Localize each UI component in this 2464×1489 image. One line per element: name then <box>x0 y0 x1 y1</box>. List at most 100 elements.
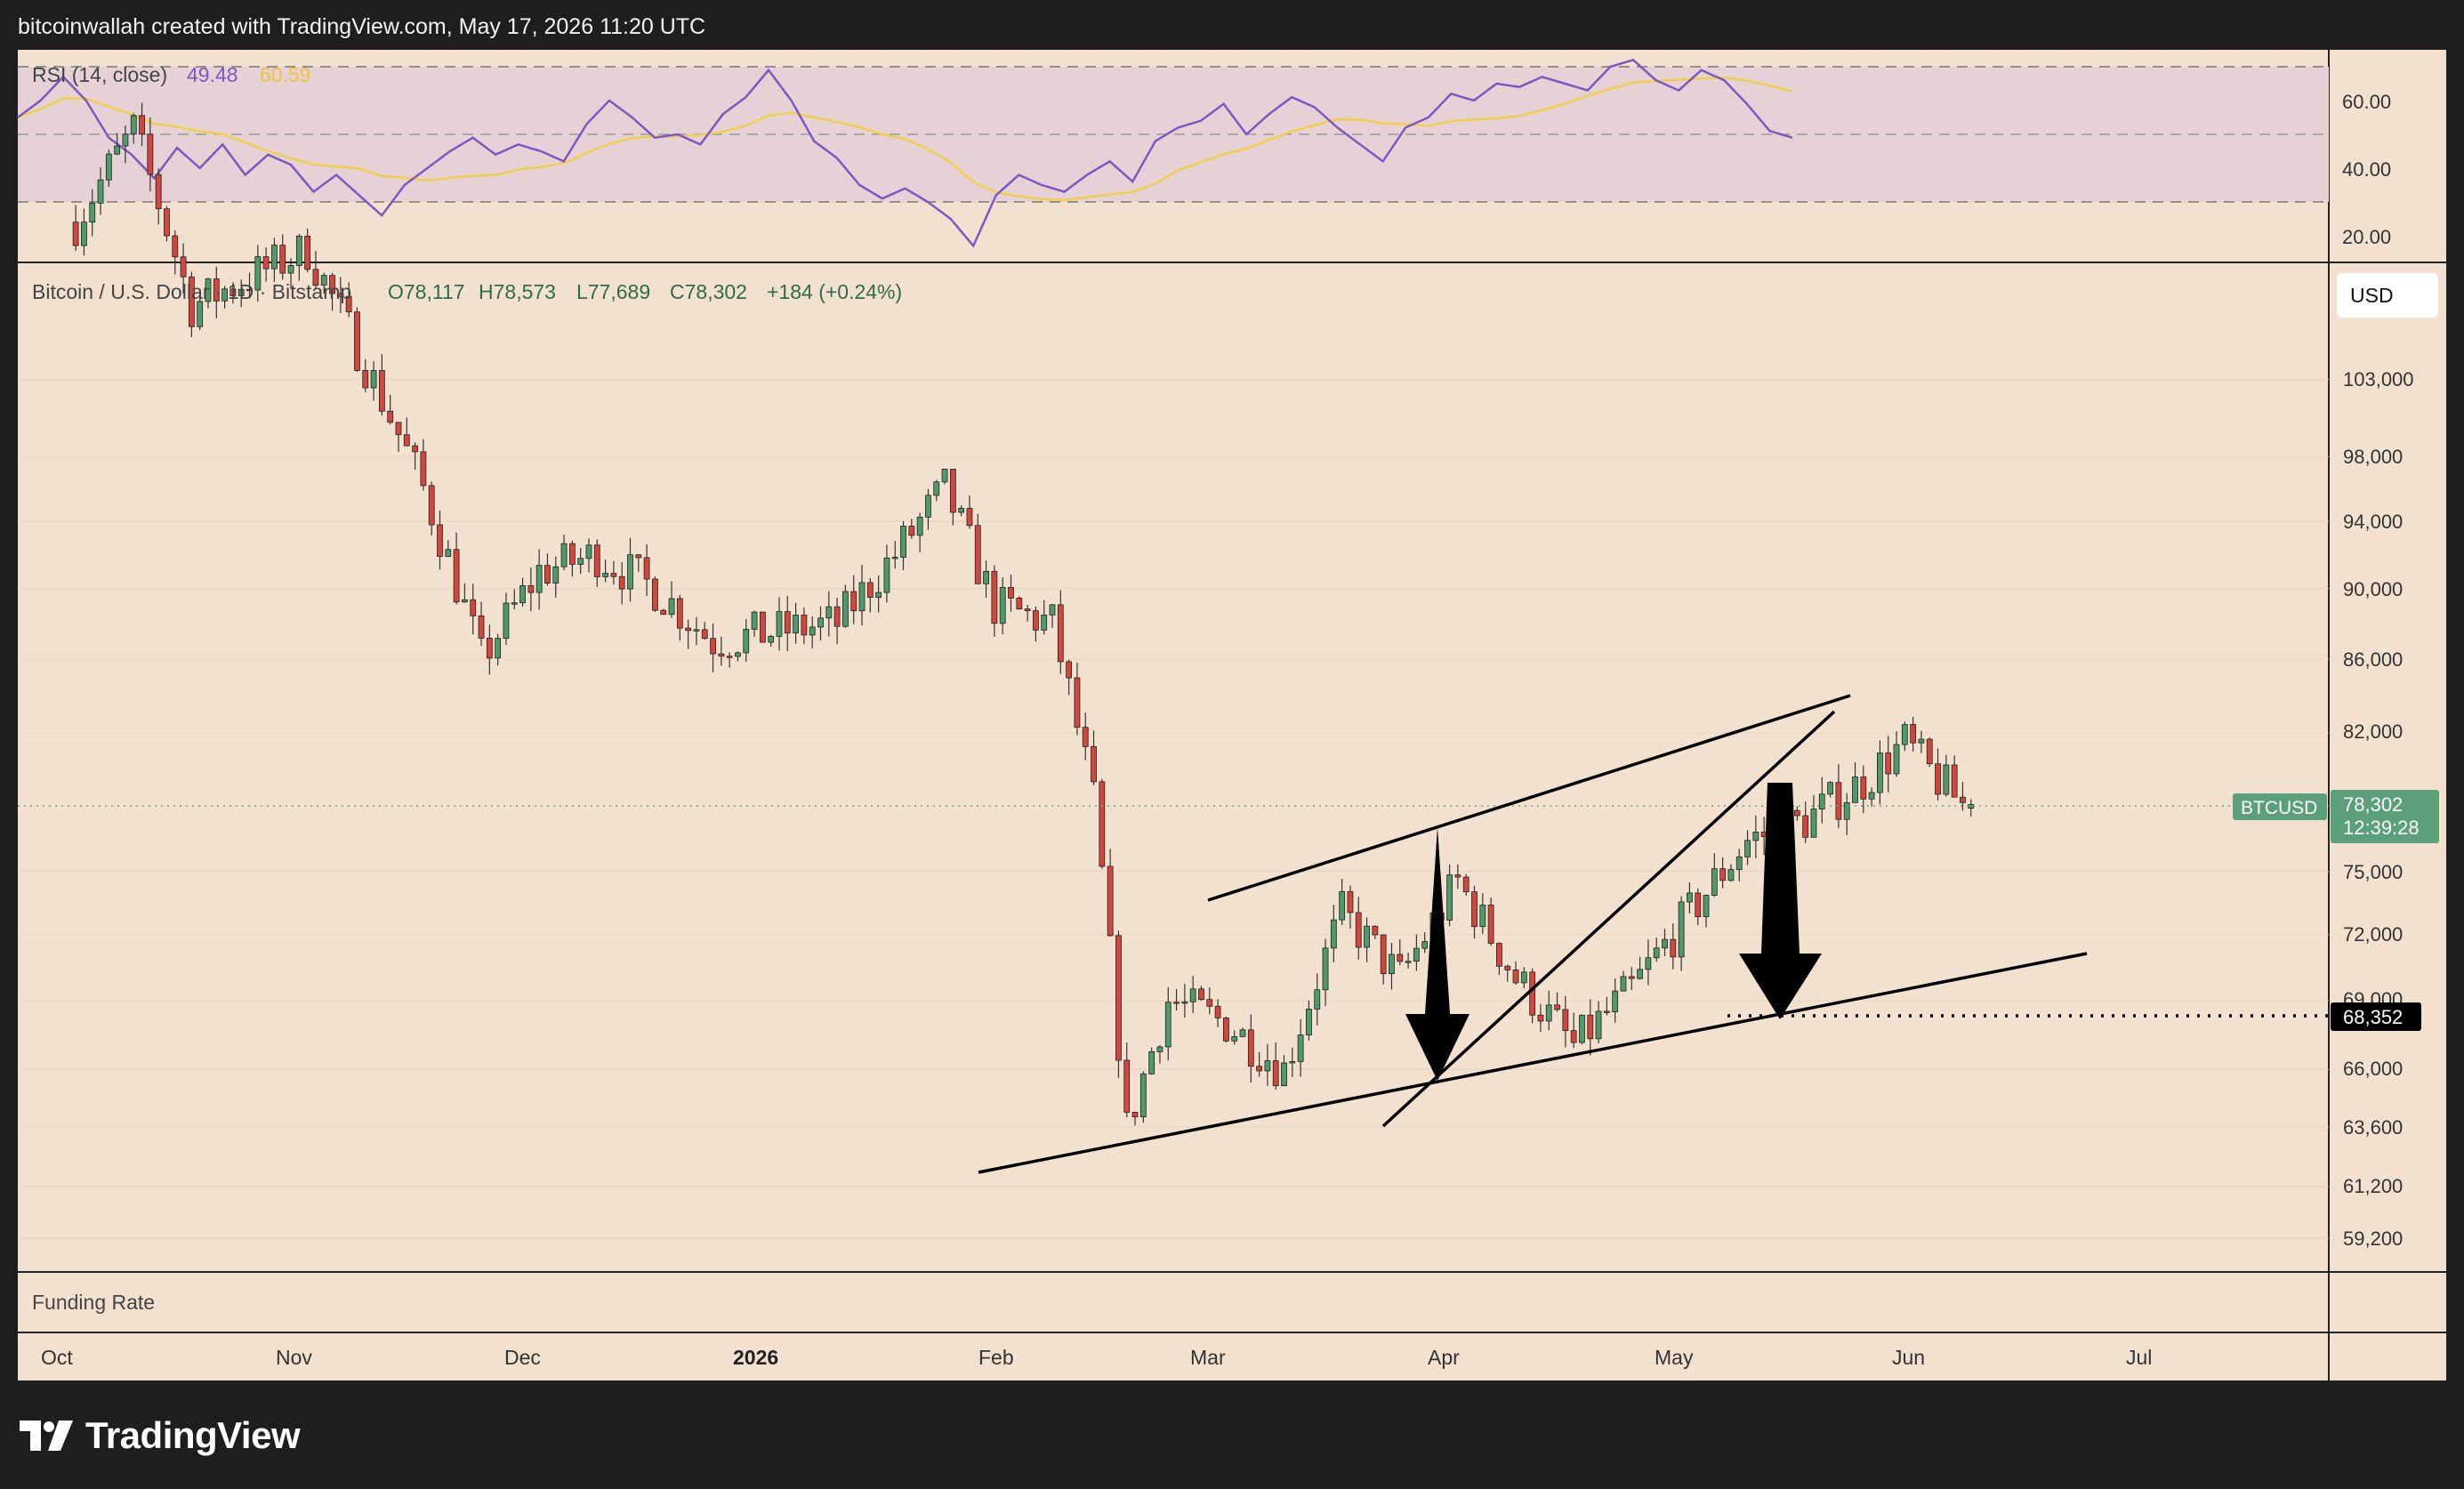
candle-body <box>817 617 824 628</box>
price-grid <box>18 379 2329 1239</box>
candle-body <box>1074 677 1081 728</box>
candle-body <box>164 208 170 237</box>
time-axis-label: Apr <box>1428 1346 1460 1369</box>
ohlc-open: O78,117 <box>388 280 465 303</box>
candle-body <box>1537 1014 1544 1022</box>
candle-body <box>287 264 294 274</box>
candle-body <box>1843 801 1850 820</box>
tradingview-logo[interactable]: TradingView <box>20 1414 301 1457</box>
candle-body <box>1281 1062 1287 1087</box>
candlestick-series <box>72 102 1975 1126</box>
candle-body <box>833 606 841 627</box>
candle-body <box>1231 1035 1238 1042</box>
candle-body <box>1727 869 1735 881</box>
candle-body <box>900 526 906 558</box>
candle-body <box>1297 1034 1304 1062</box>
candle-body <box>974 525 981 584</box>
candle-body <box>1860 777 1867 800</box>
candle-body <box>1852 777 1858 803</box>
candle-body <box>403 434 410 447</box>
candle-body <box>858 582 866 612</box>
candle-body <box>1272 1060 1279 1087</box>
funding-rate-label: Funding Rate <box>32 1291 155 1314</box>
candle-body <box>701 629 708 640</box>
candle-body <box>1868 792 1875 800</box>
candle-body <box>1810 809 1817 838</box>
candle-body <box>784 611 791 634</box>
candle-body <box>295 236 302 266</box>
price-axis-label: 98,000 <box>2343 446 2403 468</box>
candle-body <box>1156 1046 1164 1052</box>
price-axis-label: 66,000 <box>2343 1058 2403 1080</box>
candle-body <box>652 578 658 611</box>
candle-body <box>1164 1002 1172 1048</box>
candle-body <box>1123 1059 1131 1113</box>
currency-button[interactable] <box>2337 273 2438 318</box>
pattern-height-arrow <box>1405 827 1470 1081</box>
candle-body <box>535 565 543 593</box>
candle-body <box>1131 1112 1139 1118</box>
candle-body <box>1454 874 1461 878</box>
candle-body <box>395 422 402 436</box>
candle-body <box>933 481 940 496</box>
candle-body <box>1587 1014 1594 1040</box>
candle-body <box>577 558 584 565</box>
candle-body <box>105 153 112 181</box>
candle-body <box>304 236 311 270</box>
candle-body <box>1189 988 1196 1002</box>
candle-body <box>262 256 270 270</box>
candle-body <box>593 544 600 577</box>
rsi-axis-label: 60.00 <box>2342 91 2391 113</box>
candle-body <box>370 370 377 389</box>
price-axis-label: 86,000 <box>2343 648 2403 671</box>
time-axis-label: 2026 <box>733 1346 778 1369</box>
candle-body <box>312 269 319 286</box>
candle-body <box>72 221 79 246</box>
candle-body <box>1239 1029 1246 1037</box>
candle-body <box>1802 815 1809 838</box>
wedge-lower-trendline <box>1381 710 1836 1128</box>
candle-body <box>1091 745 1097 783</box>
candle-body <box>155 173 162 210</box>
candle-body <box>354 311 360 371</box>
candle-body <box>1206 999 1213 1007</box>
candle-body <box>1496 943 1502 967</box>
ohlc-change: +184 (+0.24%) <box>767 280 902 303</box>
candle-body <box>329 275 335 294</box>
candle-body <box>254 256 262 291</box>
candle-body <box>97 179 104 204</box>
candle-body <box>635 554 642 559</box>
currency-label: USD <box>2350 284 2394 307</box>
candle-body <box>362 370 369 389</box>
candle-body <box>602 573 608 577</box>
candle-body <box>387 410 394 423</box>
candle-body <box>147 133 154 175</box>
candle-body <box>1512 970 1519 984</box>
candle-body <box>1827 782 1833 795</box>
symbol-description: Bitcoin / U.S. Dollar · 1D · Bitstamp <box>32 280 351 303</box>
candle-body <box>197 301 204 327</box>
candle-body <box>519 584 526 604</box>
candle-body <box>1529 971 1536 1016</box>
candle-body <box>1471 891 1478 928</box>
candle-body <box>445 549 452 557</box>
candle-body <box>229 288 237 296</box>
candle-body <box>1397 954 1404 962</box>
candle-body <box>1545 1004 1552 1022</box>
candle-body <box>999 587 1006 624</box>
candle-body <box>462 599 468 603</box>
price-axis-label: 63,600 <box>2343 1116 2403 1139</box>
candle-body <box>1446 874 1453 921</box>
candle-body <box>1314 989 1321 1010</box>
candle-body <box>660 609 667 616</box>
candle-body <box>470 599 477 616</box>
candle-body <box>1139 1073 1147 1118</box>
candle-body <box>1487 905 1494 944</box>
candle-body <box>1008 587 1014 599</box>
tradingview-logo-text: TradingView <box>85 1414 301 1456</box>
price-axis-label: 90,000 <box>2343 578 2403 600</box>
candle-body <box>627 554 633 590</box>
candle-body <box>511 602 518 605</box>
pattern-annotations <box>978 694 2329 1174</box>
